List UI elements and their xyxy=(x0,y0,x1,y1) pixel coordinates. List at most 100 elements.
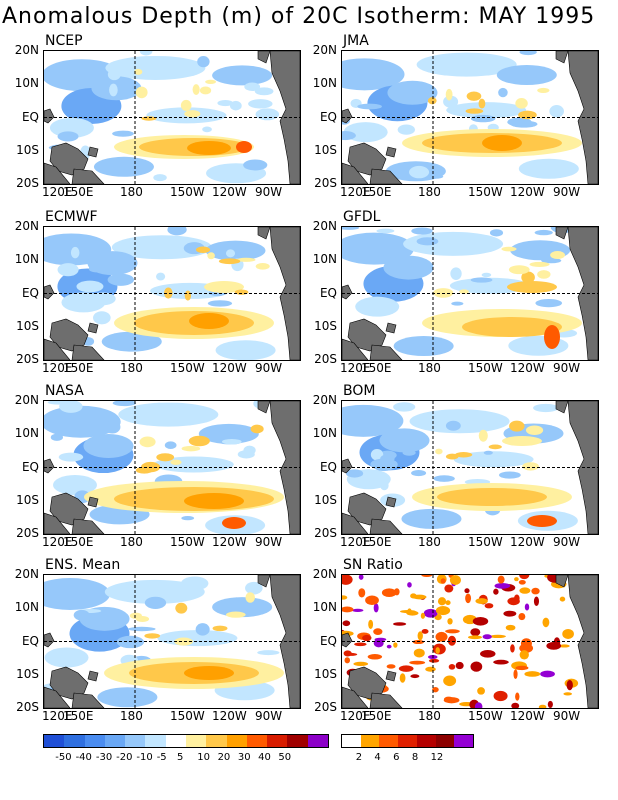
sn-contour xyxy=(409,660,426,665)
lat-tick-label: 20S xyxy=(314,176,337,190)
landmass xyxy=(342,458,353,474)
landmass xyxy=(369,692,403,708)
anomaly-contour xyxy=(236,141,252,153)
anomaly-contour xyxy=(383,255,434,280)
panel-label-ncep: NCEP xyxy=(45,33,83,49)
sn-contour xyxy=(515,692,520,701)
panel-label-sn-ratio: SN Ratio xyxy=(343,557,403,573)
lat-tick-label: 20N xyxy=(312,393,337,407)
anomaly-contour xyxy=(127,626,156,632)
anomaly-contour xyxy=(107,273,135,286)
anomaly-contour xyxy=(112,401,137,407)
anomaly-contour xyxy=(197,56,210,68)
anomaly-contour xyxy=(416,52,517,77)
sn-contour xyxy=(358,575,364,580)
panel-label-ens-mean: ENS. Mean xyxy=(45,557,121,573)
anomaly-contour xyxy=(411,227,433,235)
lon-tick-label: 120W xyxy=(510,709,545,723)
lon-tick-label: 120W xyxy=(212,709,247,723)
anomaly-contour xyxy=(498,87,508,98)
colorbar-swatch xyxy=(267,735,288,747)
panel-ecmwf xyxy=(43,226,301,361)
anomaly-contour xyxy=(153,174,167,182)
lon-tick-label: 180 xyxy=(418,535,441,549)
anomaly-contour xyxy=(393,402,416,412)
anomaly-contour xyxy=(380,481,389,491)
anomaly-contour xyxy=(129,612,142,619)
sn-contour xyxy=(515,665,529,671)
lon-tick-label: 150E xyxy=(361,535,392,549)
anomaly-contour xyxy=(73,609,90,621)
lat-tick-label: 10S xyxy=(314,318,337,333)
sn-contour xyxy=(514,577,519,582)
anomaly-contour xyxy=(482,135,522,151)
anomaly-contour xyxy=(57,131,79,142)
landmass xyxy=(342,162,369,184)
sn-contour xyxy=(477,687,485,695)
landmass xyxy=(44,512,71,534)
sn-contour xyxy=(410,674,420,679)
lat-tick-label: EQ xyxy=(21,109,39,124)
lon-tick-label: 90W xyxy=(553,361,581,375)
panel-jma xyxy=(341,50,599,185)
colorbar-swatch xyxy=(104,735,126,747)
sn-contour xyxy=(489,634,506,639)
colorbar-swatch xyxy=(185,735,207,747)
anomaly-contour xyxy=(44,577,111,610)
lon-tick-label: 120E xyxy=(42,709,73,723)
colorbar-swatch xyxy=(125,735,146,747)
lon-tick-label: 150E xyxy=(63,361,94,375)
lat-tick-label: EQ xyxy=(21,459,39,474)
sn-contour xyxy=(518,579,526,585)
sn-contour xyxy=(421,628,429,634)
sn-contour xyxy=(540,670,555,678)
colorbar-swatch xyxy=(360,735,380,747)
colorbar-swatch xyxy=(454,735,474,747)
anomaly-contour xyxy=(433,475,455,482)
anomaly-contour xyxy=(502,436,542,446)
lat-tick-label: 10N xyxy=(312,76,337,91)
anomaly-contour xyxy=(255,108,280,121)
anomaly-contour xyxy=(135,86,148,99)
lon-tick-label: 180 xyxy=(120,361,143,375)
landmass xyxy=(257,227,271,240)
sn-contour xyxy=(519,650,529,660)
landmass xyxy=(555,51,569,64)
sn-contour xyxy=(520,638,532,649)
sn-contour xyxy=(343,650,352,657)
lon-tick-label: 120E xyxy=(340,185,371,199)
anomaly-contour xyxy=(534,229,553,236)
anomaly-contour xyxy=(156,272,166,281)
lat-tick-label: 20S xyxy=(16,352,39,366)
lat-tick-label: 10S xyxy=(16,492,39,507)
anomaly-contour xyxy=(549,105,564,118)
landmass xyxy=(347,666,387,700)
anomaly-contour xyxy=(409,165,430,179)
landmass xyxy=(71,168,105,184)
anomaly-contour xyxy=(184,493,244,509)
sn-contour xyxy=(399,673,406,683)
colorbar-swatch xyxy=(246,735,268,747)
anomaly-contour xyxy=(382,253,392,264)
sn-contour xyxy=(362,634,372,642)
lat-tick-label: 10S xyxy=(16,142,39,157)
sn-contour xyxy=(444,584,454,593)
lat-tick-label: 20N xyxy=(312,43,337,57)
sn-contour xyxy=(440,578,446,584)
anomaly-contour xyxy=(221,438,242,445)
sn-contour xyxy=(365,595,379,605)
lat-tick-label: EQ xyxy=(319,459,337,474)
sn-ratio-colorbar xyxy=(341,734,474,748)
anomaly-contour xyxy=(202,126,212,133)
lat-tick-label: 10N xyxy=(14,600,39,615)
panel-label-nasa: NASA xyxy=(45,383,84,399)
sn-contour xyxy=(524,671,541,677)
lat-tick-label: 10N xyxy=(312,600,337,615)
landmass xyxy=(87,496,99,508)
anomaly-contour xyxy=(433,288,454,298)
lon-tick-label: 150E xyxy=(361,709,392,723)
panel-bom xyxy=(341,400,599,535)
sn-contour xyxy=(475,598,488,604)
colorbar-tick-label: 2 xyxy=(355,752,363,763)
